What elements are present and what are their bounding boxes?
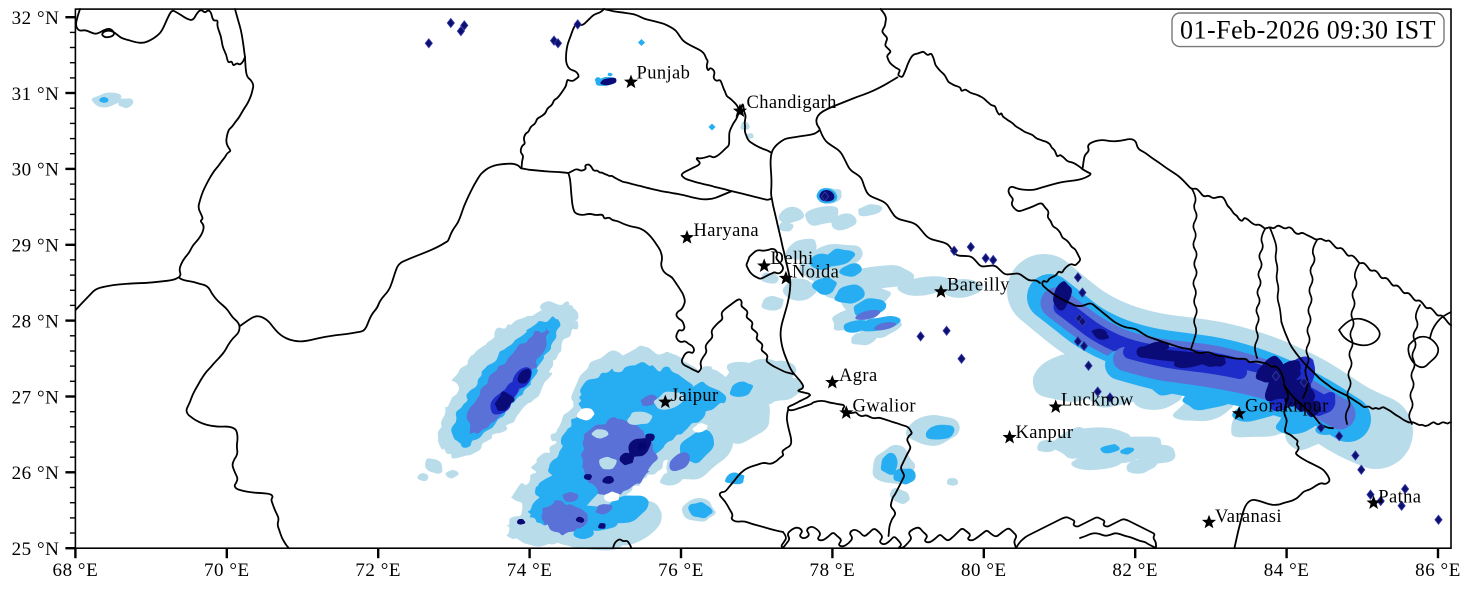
svg-text:30 °N: 30 °N <box>12 160 60 181</box>
svg-text:01-Feb-2026 09:30 IST: 01-Feb-2026 09:30 IST <box>1180 16 1436 45</box>
svg-text:25 °N: 25 °N <box>12 539 60 560</box>
svg-text:68 °E: 68 °E <box>53 560 99 581</box>
svg-text:Lucknow: Lucknow <box>1061 391 1134 411</box>
svg-text:70 °E: 70 °E <box>204 560 250 581</box>
svg-text:82 °E: 82 °E <box>1112 560 1158 581</box>
svg-text:Bareilly: Bareilly <box>947 276 1010 296</box>
svg-text:84 °E: 84 °E <box>1264 560 1310 581</box>
svg-text:Delhi: Delhi <box>771 249 814 269</box>
svg-text:78 °E: 78 °E <box>810 560 856 581</box>
svg-text:76 °E: 76 °E <box>658 560 704 581</box>
svg-text:Gwalior: Gwalior <box>853 397 916 417</box>
svg-text:29 °N: 29 °N <box>12 236 60 257</box>
svg-text:28 °N: 28 °N <box>12 311 60 332</box>
svg-text:26 °N: 26 °N <box>12 463 60 484</box>
svg-text:Gorakhpur: Gorakhpur <box>1245 397 1329 417</box>
svg-text:86 °E: 86 °E <box>1415 560 1461 581</box>
svg-text:74 °E: 74 °E <box>507 560 553 581</box>
svg-text:32 °N: 32 °N <box>12 8 60 29</box>
svg-text:Varanasi: Varanasi <box>1215 507 1282 527</box>
svg-text:Patna: Patna <box>1378 488 1421 508</box>
svg-text:80 °E: 80 °E <box>961 560 1007 581</box>
svg-text:Chandigarh: Chandigarh <box>747 93 837 113</box>
svg-text:72 °E: 72 °E <box>355 560 401 581</box>
svg-text:Agra: Agra <box>839 366 878 386</box>
svg-text:Noida: Noida <box>792 263 839 283</box>
svg-text:Jaipur: Jaipur <box>671 386 719 406</box>
svg-text:Kanpur: Kanpur <box>1016 423 1074 443</box>
svg-text:31 °N: 31 °N <box>12 84 60 105</box>
svg-text:Punjab: Punjab <box>637 64 691 84</box>
svg-text:27 °N: 27 °N <box>12 387 60 408</box>
svg-text:Haryana: Haryana <box>694 221 759 241</box>
